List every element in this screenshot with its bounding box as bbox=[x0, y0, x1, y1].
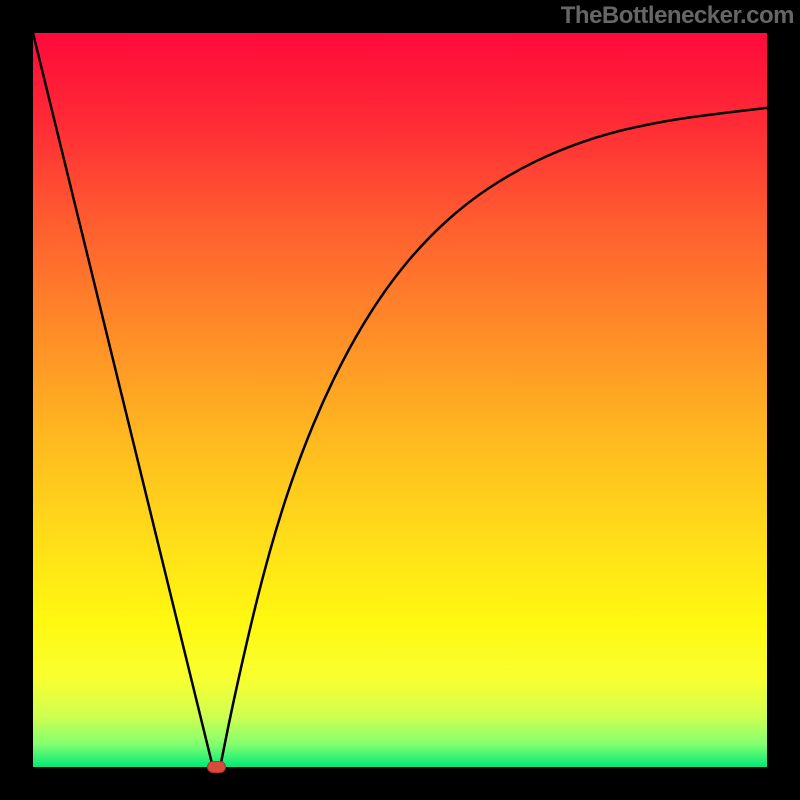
minimum-marker bbox=[208, 762, 226, 773]
bottleneck-chart bbox=[0, 0, 800, 800]
plot-background bbox=[33, 33, 767, 767]
attribution-text: TheBottlenecker.com bbox=[555, 0, 800, 32]
chart-container: TheBottlenecker.com bbox=[0, 0, 800, 800]
